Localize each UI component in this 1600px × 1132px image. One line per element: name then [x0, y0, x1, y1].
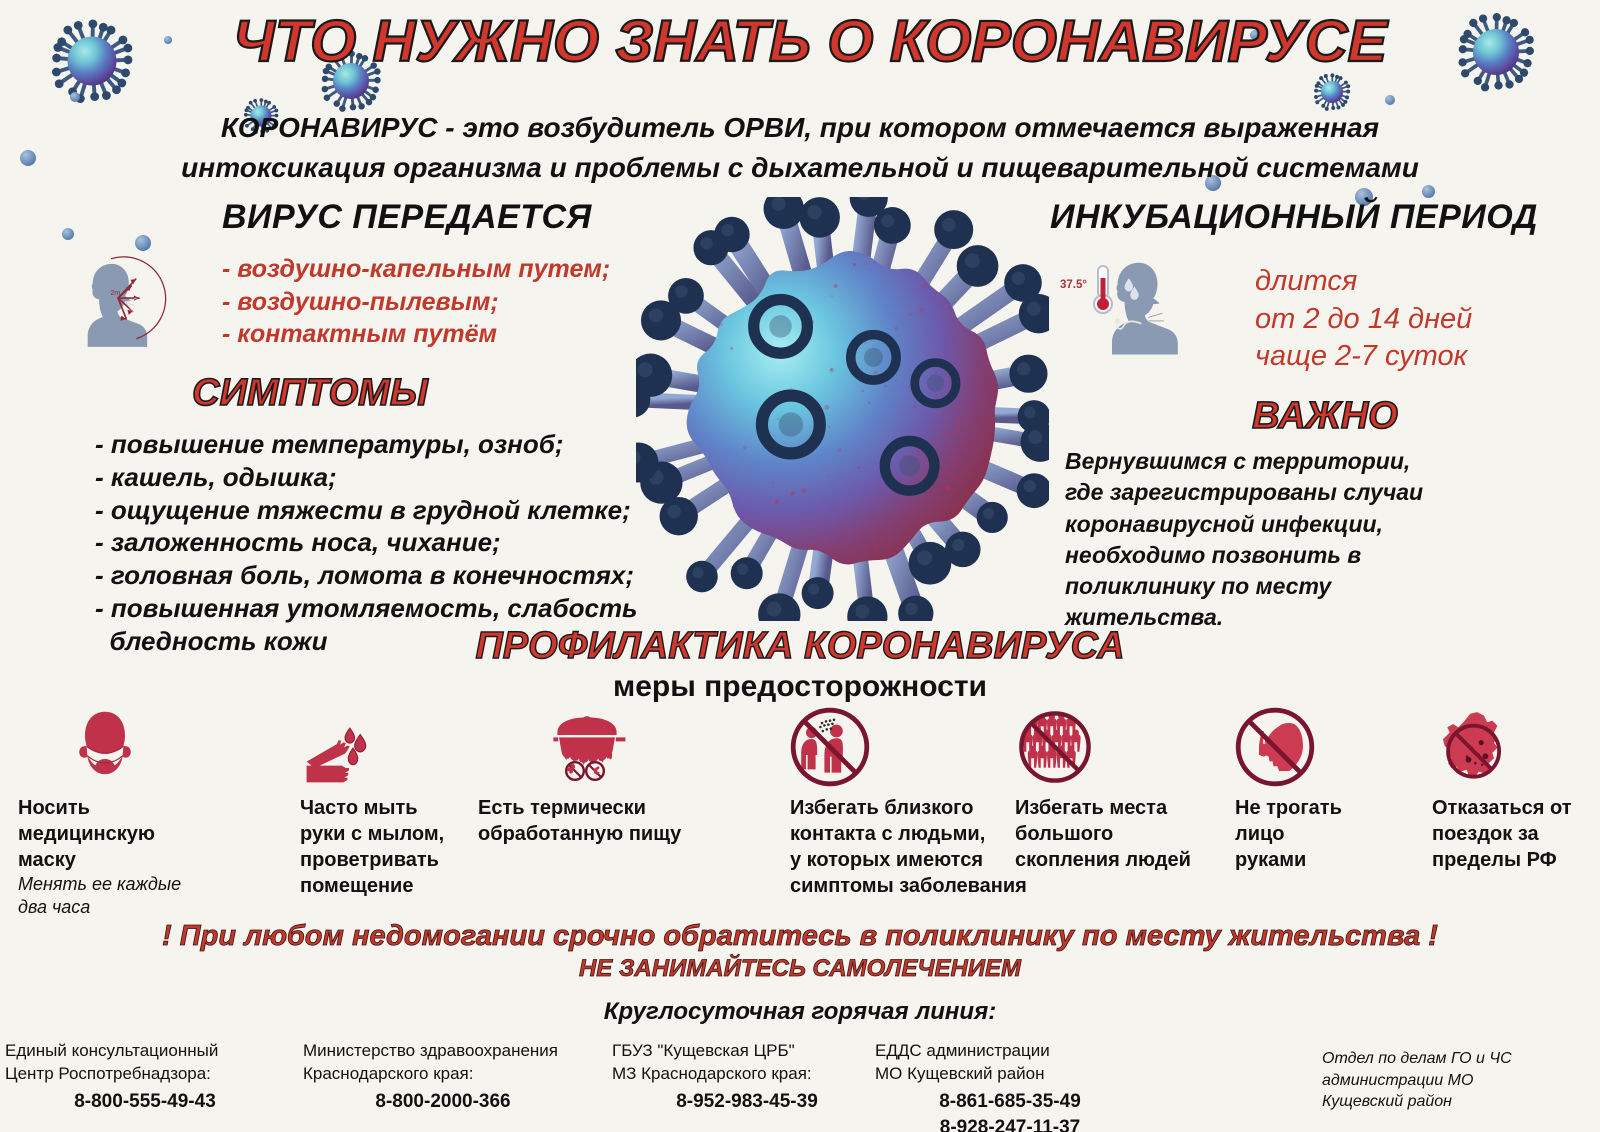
svg-text:37.5°: 37.5°: [1060, 279, 1087, 291]
svg-text:2m: 2m: [110, 290, 120, 297]
